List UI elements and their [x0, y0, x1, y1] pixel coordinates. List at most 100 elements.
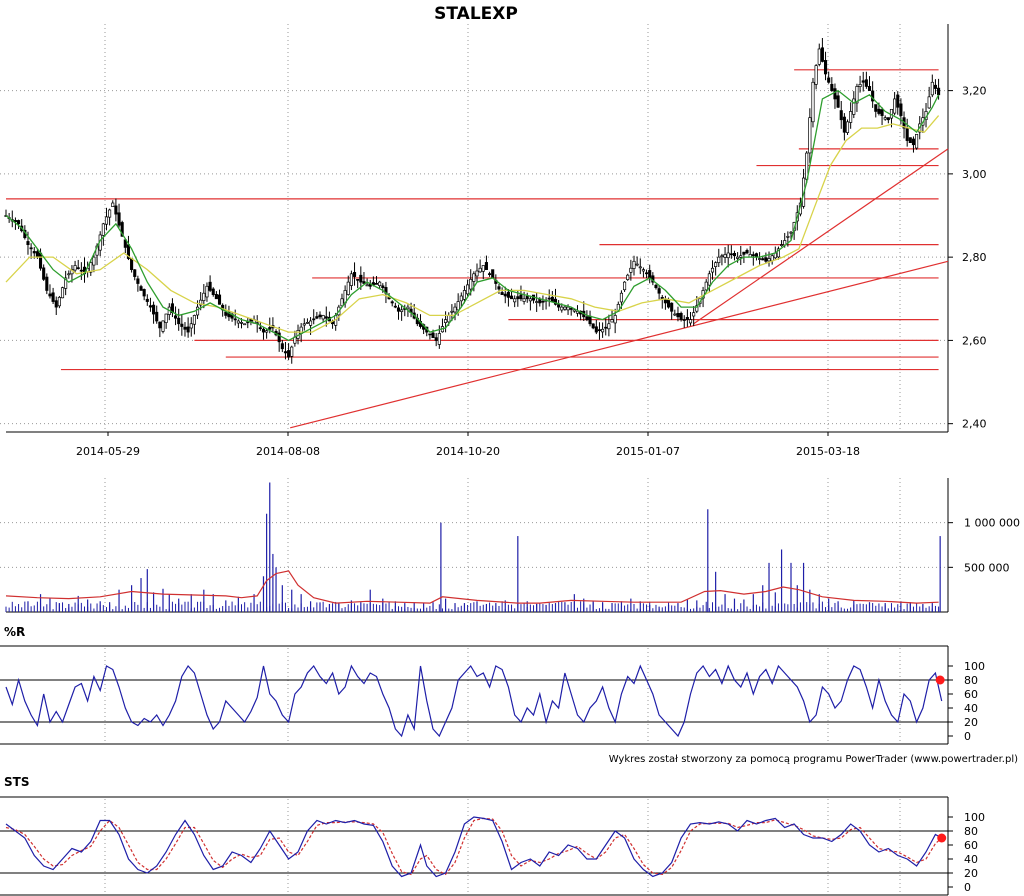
candle-body: [233, 318, 237, 321]
candle-body: [29, 247, 33, 250]
candle-body: [340, 298, 344, 307]
trend-line: [290, 260, 949, 429]
candle-body: [776, 248, 780, 258]
candle-body: [199, 299, 203, 306]
candle-body: [695, 305, 699, 312]
candle-body: [513, 298, 517, 303]
candle-body: [92, 256, 96, 266]
price-x-tick-label: 2014-08-08: [256, 445, 320, 458]
candle-body: [136, 278, 140, 284]
candle-body: [666, 299, 671, 308]
price-panel: 2,40 2,60 2,80 3,00 3,20 2014-05-29 2014-08-08…: [0, 24, 987, 458]
candle-body: [478, 267, 482, 273]
candle-body: [503, 293, 507, 297]
candle-body: [610, 319, 614, 323]
candle-body: [101, 223, 105, 236]
candle-body: [365, 284, 369, 287]
williams-r-line: [5, 664, 943, 738]
candle-body: [268, 327, 272, 330]
last-value-marker: [937, 833, 947, 843]
candle-body: [130, 258, 134, 270]
candle-body: [613, 315, 617, 324]
candle-body: [396, 307, 401, 312]
candle-body: [670, 302, 674, 312]
candle-body: [469, 278, 473, 290]
candle-body: [638, 266, 642, 269]
candle-body: [189, 323, 193, 329]
candle-body: [258, 327, 262, 330]
candle-body: [428, 333, 432, 336]
chart-title: STALEXP: [434, 4, 518, 24]
candle-body: [89, 262, 93, 273]
candle-body: [13, 220, 17, 223]
candle-body: [346, 281, 350, 295]
candle-body: [352, 272, 357, 277]
candle-body: [195, 306, 200, 316]
candle-body: [208, 281, 212, 291]
candle-body: [852, 98, 856, 115]
price-x-tick-label: 2015-01-07: [616, 445, 680, 458]
candle-body: [462, 290, 466, 300]
candle-body: [453, 306, 457, 313]
candle-body: [381, 285, 385, 289]
candle-body: [626, 274, 630, 280]
candle-body: [704, 281, 708, 291]
price-y-tick-label: 2,80: [962, 251, 987, 264]
candle-body: [673, 313, 677, 316]
candle-body: [202, 292, 206, 301]
candle-body: [393, 305, 397, 308]
candle-body: [152, 304, 156, 315]
price-x-tick-label: 2014-10-20: [436, 445, 500, 458]
candle-body: [654, 284, 658, 289]
candle-body: [657, 288, 661, 294]
candle-body: [309, 320, 313, 326]
price-x-tick-label: 2015-03-18: [796, 445, 860, 458]
candle-body: [239, 322, 244, 324]
candle-body: [710, 267, 715, 273]
candle-body: [745, 250, 749, 254]
candle-body: [877, 108, 881, 114]
price-x-tick-label: 2014-05-29: [76, 445, 140, 458]
candle-body: [243, 323, 247, 326]
candle-body: [484, 262, 488, 270]
candle-body: [569, 308, 573, 310]
candle-body: [17, 220, 21, 225]
volume-panel: 500 000 1 000 000: [0, 478, 1020, 613]
candle-body: [623, 281, 627, 291]
candle-body: [927, 96, 931, 109]
candle-body: [817, 48, 821, 65]
candle-body: [566, 306, 570, 311]
candle-body: [723, 254, 727, 258]
candle-body: [789, 231, 793, 234]
candle-body: [227, 311, 231, 318]
candle-body: [855, 86, 859, 104]
candle-body: [585, 316, 589, 320]
price-y-tick-label: 3,00: [962, 168, 987, 181]
candle-body: [456, 301, 460, 311]
candle-body: [312, 318, 316, 321]
candle-body: [302, 323, 306, 326]
candle-body: [839, 110, 843, 121]
candle-body: [261, 328, 266, 333]
candle-body: [32, 251, 36, 254]
panel-label: %R: [4, 625, 25, 639]
candle-body: [211, 288, 215, 295]
candle-body: [192, 315, 196, 325]
candle-body: [51, 292, 55, 302]
candle-body: [597, 329, 602, 332]
candle-body: [318, 314, 322, 318]
candle-body: [830, 83, 834, 91]
candle-body: [808, 117, 812, 154]
candle-body: [79, 269, 83, 272]
candle-body: [742, 251, 746, 255]
candle-body: [780, 244, 784, 247]
oscillator-y-tick-label: 40: [964, 702, 978, 715]
candle-body: [120, 222, 124, 237]
candle-body: [283, 351, 288, 354]
candle-body: [54, 300, 58, 308]
price-y-tick-label: 2,40: [962, 418, 987, 431]
candle-body: [509, 295, 514, 300]
candle-body: [575, 310, 580, 314]
candle-body: [406, 306, 410, 310]
